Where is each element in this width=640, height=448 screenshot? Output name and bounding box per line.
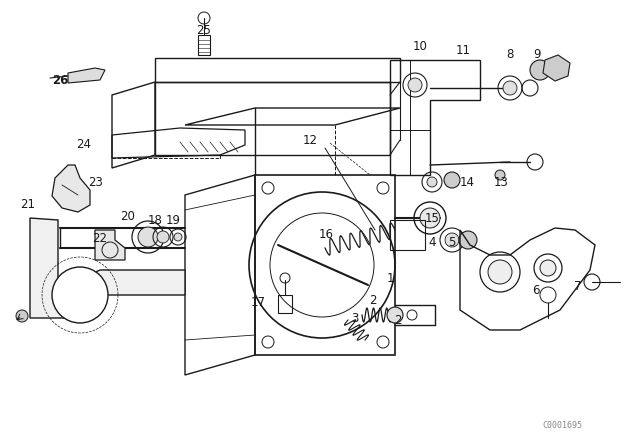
Circle shape — [488, 260, 512, 284]
Text: C0001695: C0001695 — [542, 421, 582, 430]
Polygon shape — [95, 230, 125, 260]
Circle shape — [495, 170, 505, 180]
Text: 25: 25 — [196, 23, 211, 36]
Circle shape — [427, 177, 437, 187]
Text: 2: 2 — [394, 314, 402, 327]
Text: 15: 15 — [424, 211, 440, 224]
Polygon shape — [543, 55, 570, 81]
Circle shape — [174, 233, 182, 241]
Polygon shape — [68, 68, 105, 83]
Circle shape — [445, 233, 459, 247]
Circle shape — [408, 78, 422, 92]
Text: 13: 13 — [493, 176, 508, 189]
Text: 19: 19 — [166, 214, 180, 227]
Text: 12: 12 — [303, 134, 317, 146]
Text: 1: 1 — [387, 271, 394, 284]
Text: 18: 18 — [148, 214, 163, 227]
Text: 24: 24 — [77, 138, 92, 151]
Circle shape — [459, 231, 477, 249]
Circle shape — [444, 172, 460, 188]
Bar — [198, 35, 210, 55]
Text: 5: 5 — [448, 236, 456, 249]
Text: 4: 4 — [428, 236, 436, 249]
Text: 11: 11 — [456, 43, 470, 56]
Circle shape — [157, 231, 169, 243]
Text: 3: 3 — [351, 311, 358, 324]
Circle shape — [503, 81, 517, 95]
Bar — [390, 220, 425, 250]
Text: 23: 23 — [88, 177, 104, 190]
Text: 17: 17 — [250, 296, 266, 309]
Polygon shape — [30, 218, 185, 318]
Circle shape — [16, 310, 28, 322]
Text: 8: 8 — [506, 48, 514, 61]
Text: 14: 14 — [460, 176, 474, 189]
Text: 22: 22 — [93, 232, 108, 245]
Text: 2: 2 — [369, 293, 377, 306]
Text: 6: 6 — [532, 284, 540, 297]
Bar — [278, 295, 292, 313]
Text: 16: 16 — [319, 228, 333, 241]
Polygon shape — [52, 165, 90, 212]
Circle shape — [52, 267, 108, 323]
Text: 20: 20 — [120, 211, 136, 224]
Text: 7: 7 — [574, 280, 582, 293]
Circle shape — [530, 60, 550, 80]
Circle shape — [387, 307, 403, 323]
Circle shape — [540, 260, 556, 276]
Text: 21: 21 — [20, 198, 35, 211]
Circle shape — [420, 208, 440, 228]
Text: 10: 10 — [413, 40, 428, 53]
Text: 26: 26 — [52, 73, 68, 86]
Text: 9: 9 — [533, 48, 541, 61]
Circle shape — [138, 227, 158, 247]
